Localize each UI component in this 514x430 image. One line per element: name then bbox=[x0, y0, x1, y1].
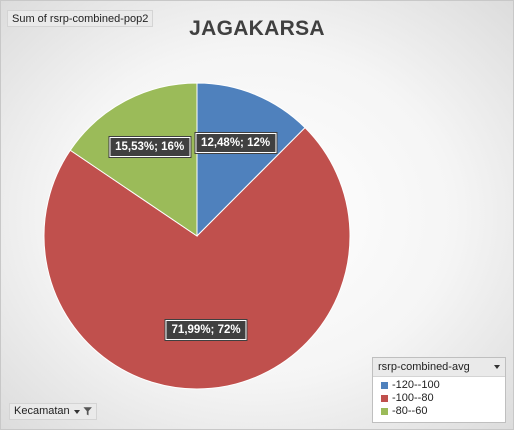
dropdown-arrow-icon[interactable] bbox=[494, 365, 500, 369]
legend-field-label: rsrp-combined-avg bbox=[378, 361, 470, 373]
dropdown-arrow-icon[interactable] bbox=[73, 409, 80, 414]
axis-field-label: Kecamatan bbox=[14, 405, 70, 417]
legend-swatch bbox=[381, 408, 388, 415]
legend-item: -80--60 bbox=[381, 405, 505, 418]
pie-slice[interactable] bbox=[69, 82, 198, 237]
legend-label: -80--60 bbox=[392, 405, 428, 417]
legend-swatch bbox=[381, 395, 388, 402]
legend-swatch bbox=[381, 382, 388, 389]
data-label: 12,48%; 12% bbox=[195, 132, 277, 153]
data-label: 15,53%; 16% bbox=[109, 136, 191, 157]
legend-label: -120--100 bbox=[392, 379, 440, 391]
pie-slice[interactable] bbox=[196, 82, 306, 238]
legend-item: -120--100 bbox=[381, 379, 505, 392]
legend-label: -100--80 bbox=[392, 392, 434, 404]
axis-field-button[interactable]: Kecamatan bbox=[9, 403, 97, 420]
value-field-button[interactable]: Sum of rsrp-combined-pop2 bbox=[7, 10, 153, 27]
data-label: 71,99%; 72% bbox=[165, 320, 247, 341]
chart-title: JAGAKARSA bbox=[189, 17, 325, 40]
filter-funnel-icon[interactable] bbox=[83, 406, 92, 417]
legend: rsrp-combined-avg -120--100 -100--80 -80--… bbox=[372, 357, 506, 423]
pie-slice[interactable] bbox=[43, 126, 351, 390]
legend-item: -100--80 bbox=[381, 392, 505, 405]
legend-field-button[interactable]: rsrp-combined-avg bbox=[373, 358, 505, 377]
